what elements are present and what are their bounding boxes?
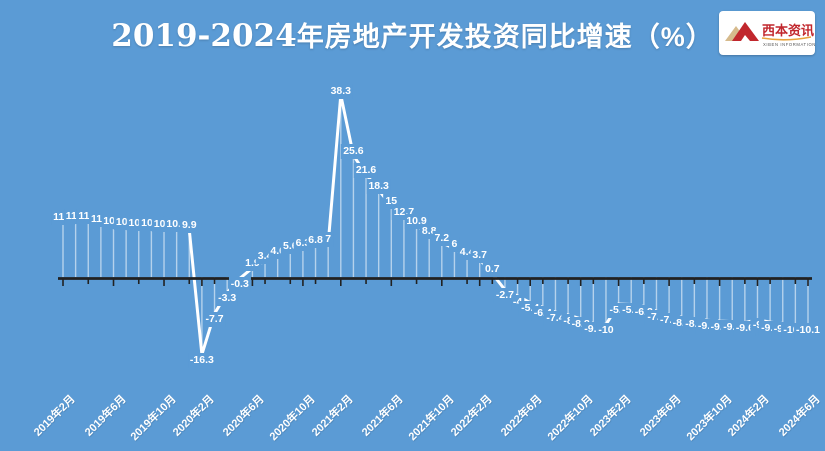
chart-title-text: 年房地产开发投资同比增速（%） [296,21,714,52]
logo-brand-text: 西本资讯 [762,23,814,38]
data-label: -7.7 [203,312,226,328]
brand-logo-graphic: 西本资讯 XIBEN INFORMATION [725,22,815,47]
data-label: -3.3 [216,291,239,307]
brand-logo: 西本资讯 XIBEN INFORMATION [719,11,815,55]
logo-brand-subtext: XIBEN INFORMATION [763,42,815,47]
data-label: 38.3 [328,83,353,99]
data-label: -2.7 [493,288,516,304]
logo-mountain-snow [741,35,750,41]
data-label: 25.6 [341,143,366,159]
data-label: 9.9 [179,218,199,234]
chart-title: 2019-2024年房地产开发投资同比增速（%） [111,15,713,54]
data-label: 0.7 [483,262,502,278]
data-label: 3.7 [470,247,489,263]
data-label: -9.6 [733,321,756,337]
data-label: 6 [449,237,460,252]
data-label: 7 [323,232,334,248]
data-label: -16.3 [187,352,216,368]
data-label: 7.2 [432,231,452,247]
data-label: -10 [596,323,616,338]
title-row: 2019-2024年房地产开发投资同比增速（%） [0,10,825,58]
data-label: 21.6 [353,162,379,178]
data-label: -7.4 [544,310,567,326]
data-label: -0.3 [228,276,251,292]
data-label: -10.1 [794,323,822,339]
data-label: 6.8 [306,233,325,249]
data-label: 18.3 [366,178,391,194]
chart-title-years: 2019-2024 [111,17,297,54]
logo-swoosh [761,36,812,41]
logo-mountain-front [732,22,759,41]
